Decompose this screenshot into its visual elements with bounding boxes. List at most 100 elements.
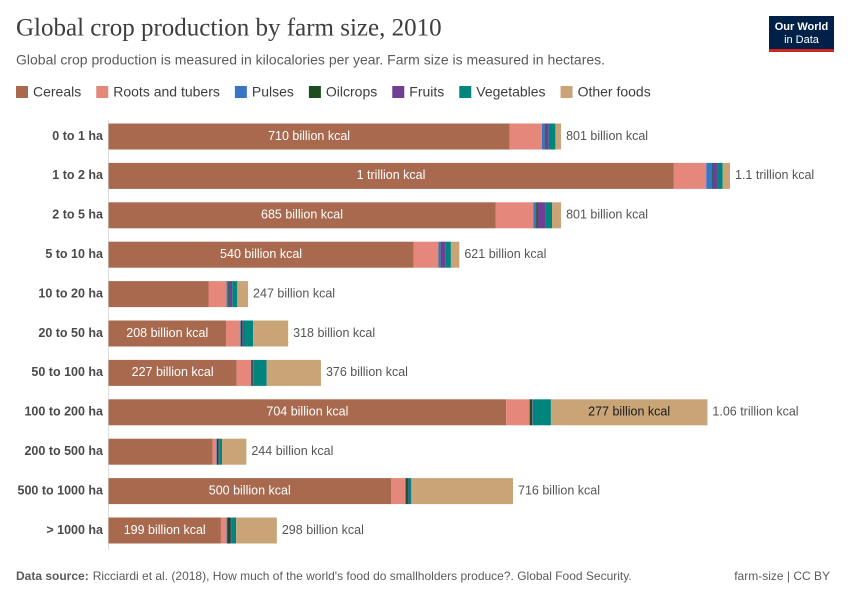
bar-segment <box>532 399 533 426</box>
total-label: 318 billion kcal <box>293 326 375 340</box>
bar-segment <box>450 241 460 268</box>
subtitle: Global crop production is measured in ki… <box>16 52 605 68</box>
value-label: 540 billion kcal <box>220 247 302 261</box>
total-label: 621 billion kcal <box>464 247 546 261</box>
bar-segment <box>220 517 227 544</box>
bar-segment <box>722 162 730 189</box>
total-label: 244 billion kcal <box>251 444 333 458</box>
bar-segment <box>226 517 228 544</box>
category-label: 500 to 1000 ha <box>18 483 105 497</box>
bar-segment <box>236 359 251 386</box>
bar-segment <box>536 202 538 229</box>
legend-label: Cereals <box>33 84 81 100</box>
legend: Cereals Roots and tubers Pulses Oilcrops Fru… <box>16 84 651 100</box>
bar-segment <box>108 517 221 544</box>
category-label: 5 to 10 ha <box>45 247 104 261</box>
bar-segment <box>706 162 713 189</box>
value-label: 199 billion kcal <box>124 523 206 537</box>
legend-swatch <box>392 86 405 98</box>
logo-text: in Data <box>784 34 820 46</box>
legend-swatch <box>234 86 247 98</box>
bar-segment <box>407 478 409 505</box>
legend-label: Pulses <box>252 84 294 100</box>
total-label: 247 billion kcal <box>253 286 335 300</box>
bar-segment <box>441 241 446 268</box>
bar-segment <box>545 123 549 150</box>
bar-segment <box>229 281 233 308</box>
category-label: 100 to 200 ha <box>24 405 104 419</box>
bar-segment <box>548 123 556 150</box>
bar-segment <box>391 478 406 505</box>
logo-box <box>769 16 834 51</box>
value-label: 1 trillion kcal <box>357 168 426 182</box>
bar-segment <box>230 517 232 544</box>
bar-segment <box>413 241 439 268</box>
bar-segment <box>222 438 247 465</box>
category-label: > 1000 ha <box>46 523 104 537</box>
bar-segment <box>529 399 530 426</box>
legend-swatch <box>459 86 472 98</box>
bar-segment <box>108 478 391 505</box>
total-label: 376 billion kcal <box>326 365 408 379</box>
bar-segment <box>227 517 231 544</box>
bar-segment <box>541 123 545 150</box>
bar-segment <box>509 123 542 150</box>
category-label: 50 to 100 ha <box>31 365 104 379</box>
logo[interactable]: Our World in Data <box>769 16 834 52</box>
value-label: 277 billion kcal <box>588 405 670 419</box>
bar-segment <box>440 241 442 268</box>
value-label: 500 billion kcal <box>209 483 291 497</box>
bar-segment <box>544 123 546 150</box>
bar-segment <box>717 162 723 189</box>
legend-label: Vegetables <box>476 84 545 100</box>
bar-segment <box>208 281 227 308</box>
bar-segment <box>219 438 223 465</box>
bar-segment <box>226 320 241 347</box>
legend-swatch <box>560 86 573 98</box>
bar-segment <box>253 320 289 347</box>
bar-segment <box>506 399 530 426</box>
bar-segment <box>218 438 220 465</box>
legend-label: Oilcrops <box>326 84 377 100</box>
bar-segment <box>108 320 227 347</box>
legend-swatch <box>308 86 321 98</box>
category-label: 200 to 500 ha <box>24 444 104 458</box>
legend-label: Roots and tubers <box>113 84 220 100</box>
category-label: 1 to 2 ha <box>52 168 104 182</box>
bar-segment <box>253 359 267 386</box>
bar-segment <box>673 162 707 189</box>
category-label: 2 to 5 ha <box>52 208 104 222</box>
bar-segment <box>438 241 441 268</box>
bar-segment <box>226 281 229 308</box>
bar-segment <box>231 517 237 544</box>
value-label: 685 billion kcal <box>261 208 343 222</box>
category-label: 10 to 20 ha <box>38 286 104 300</box>
bar-segment <box>495 202 534 229</box>
bar-segment <box>533 202 537 229</box>
bar-segment <box>405 478 406 505</box>
chart-title: Global crop production by farm size, 201… <box>16 15 442 42</box>
total-label: 298 billion kcal <box>282 523 364 537</box>
total-label: 1.06 trillion kcal <box>712 405 798 419</box>
logo-stripe <box>769 49 834 52</box>
license: farm-size | CC BY <box>734 569 830 583</box>
bar-segment <box>411 478 514 505</box>
bar-segment <box>242 320 254 347</box>
total-label: 801 billion kcal <box>566 208 648 222</box>
total-label: 1.1 trillion kcal <box>735 168 814 182</box>
bar-segment <box>216 438 217 465</box>
bar-segment <box>232 281 238 308</box>
bar-segment <box>242 320 243 347</box>
bar-segment <box>252 359 254 386</box>
legend-swatch <box>96 86 109 98</box>
bar-segment <box>240 320 243 347</box>
value-label: 208 billion kcal <box>126 326 208 340</box>
bar-segment <box>108 359 237 386</box>
total-label: 801 billion kcal <box>566 129 648 143</box>
value-label: 704 billion kcal <box>266 405 348 419</box>
bar-segment <box>108 241 414 268</box>
source-label: Data source: <box>16 569 89 583</box>
bar-segment <box>445 241 451 268</box>
bar-segment <box>108 123 510 150</box>
